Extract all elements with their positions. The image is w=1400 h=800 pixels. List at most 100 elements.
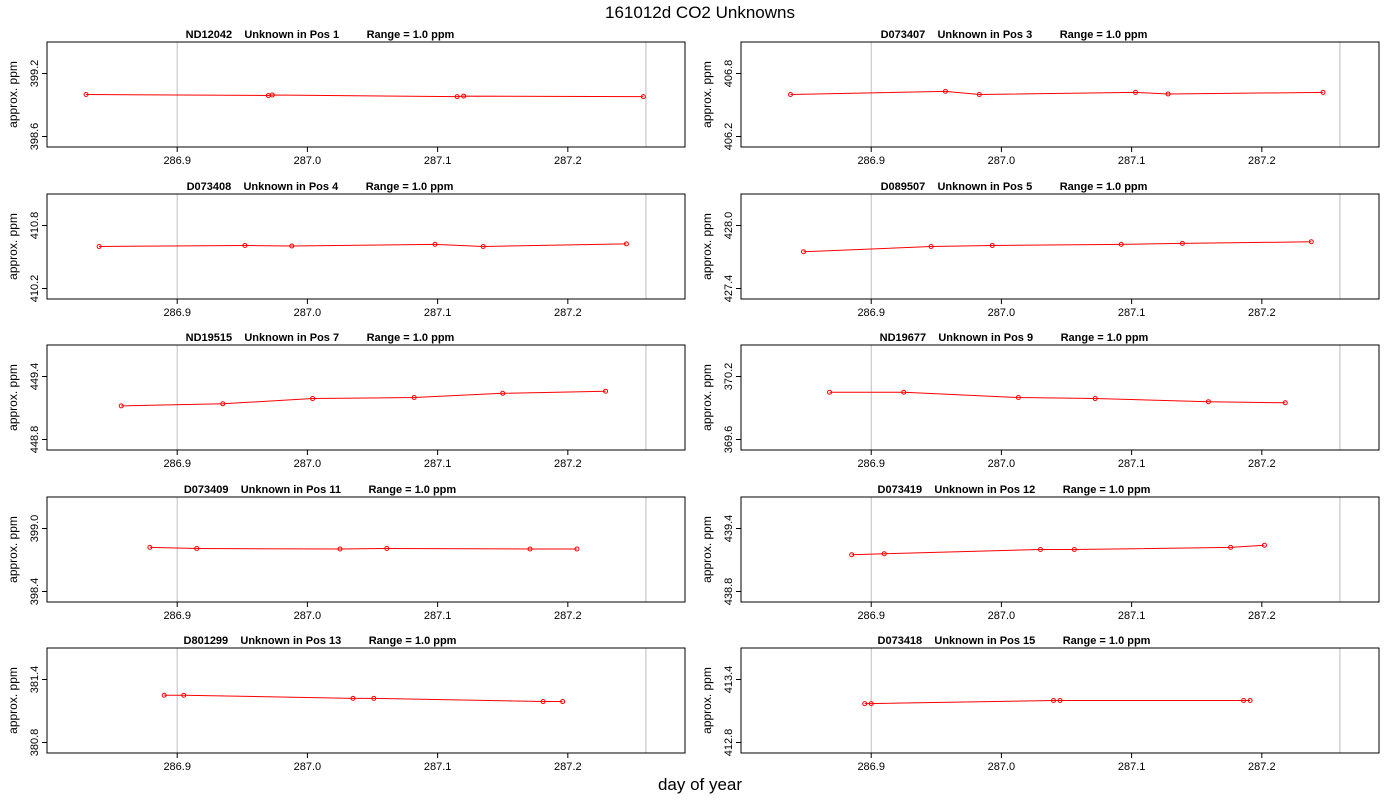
x-tick-label: 287.2 bbox=[554, 458, 582, 470]
data-point bbox=[868, 701, 874, 707]
x-tick-label: 287.1 bbox=[424, 307, 452, 319]
data-point bbox=[1015, 395, 1021, 400]
chart-panel-3: D073408 Unknown in Pos 4 Range = 1.0 ppm… bbox=[6, 181, 686, 319]
x-tick-label: 287.2 bbox=[554, 155, 582, 167]
panel-title: ND19677 Unknown in Pos 9 Range = 1.0 ppm bbox=[880, 332, 1149, 344]
y-axis-label: approx. ppm bbox=[6, 667, 20, 734]
plot-frame bbox=[46, 496, 686, 603]
x-tick-label: 286.9 bbox=[857, 307, 885, 319]
data-point bbox=[1261, 542, 1267, 548]
data-point bbox=[881, 551, 887, 557]
y-tick-label: 449.4 bbox=[29, 363, 41, 391]
x-tick-label: 287.1 bbox=[1118, 307, 1146, 319]
chart-panel-9: D801299 Unknown in Pos 13 Range = 1.0 pp… bbox=[6, 635, 686, 773]
y-tick-label: 399.2 bbox=[29, 60, 41, 88]
series-line bbox=[851, 544, 1265, 556]
data-point bbox=[337, 546, 343, 552]
x-tick-label: 287.0 bbox=[988, 761, 1016, 773]
data-point bbox=[989, 242, 995, 248]
chart-panel-8: D073419 Unknown in Pos 12 Range = 1.0 pp… bbox=[700, 484, 1380, 622]
data-point bbox=[942, 88, 948, 94]
y-tick-label: 428.0 bbox=[723, 212, 735, 240]
x-tick-label: 287.2 bbox=[1248, 761, 1276, 773]
y-axis-label: approx. ppm bbox=[700, 61, 714, 128]
chart-panel-5: ND19515 Unknown in Pos 7 Range = 1.0 ppm… bbox=[6, 332, 686, 470]
x-tick-label: 287.1 bbox=[1118, 761, 1146, 773]
data-point bbox=[1133, 89, 1139, 95]
panel-title: D073418 Unknown in Pos 15 Range = 1.0 pp… bbox=[878, 635, 1151, 647]
plot-frame bbox=[46, 344, 686, 451]
x-tick-label: 287.1 bbox=[424, 155, 452, 167]
data-point bbox=[1118, 241, 1124, 247]
panel-title: D073419 Unknown in Pos 12 Range = 1.0 pp… bbox=[878, 484, 1151, 496]
x-tick-label: 286.9 bbox=[857, 155, 885, 167]
y-axis-label: approx. ppm bbox=[6, 213, 20, 280]
data-point bbox=[269, 92, 275, 98]
plot-frame bbox=[740, 344, 1380, 451]
x-tick-label: 287.0 bbox=[988, 307, 1016, 319]
y-tick-label: 406.8 bbox=[723, 60, 735, 88]
y-tick-label: 380.8 bbox=[29, 729, 41, 757]
plot-frame bbox=[740, 193, 1380, 300]
data-point bbox=[1165, 91, 1171, 97]
data-point bbox=[928, 244, 934, 249]
panel-title: ND12042 Unknown in Pos 1 Range = 1.0 ppm bbox=[186, 29, 455, 41]
panel-title: D073407 Unknown in Pos 3 Range = 1.0 ppm bbox=[881, 29, 1148, 41]
plot-frame bbox=[46, 647, 686, 754]
data-point bbox=[310, 396, 316, 402]
data-point bbox=[1320, 89, 1326, 95]
x-tick-label: 287.1 bbox=[424, 761, 452, 773]
series-line bbox=[99, 243, 627, 248]
panel-title: D073408 Unknown in Pos 4 Range = 1.0 ppm bbox=[187, 181, 454, 193]
data-point bbox=[1247, 698, 1253, 703]
y-tick-label: 399.0 bbox=[29, 515, 41, 543]
y-tick-label: 398.6 bbox=[29, 123, 41, 151]
series-line bbox=[803, 241, 1312, 253]
y-tick-label: 427.4 bbox=[723, 275, 735, 303]
chart-panel-10: D073418 Unknown in Pos 15 Range = 1.0 pp… bbox=[700, 635, 1380, 773]
data-point bbox=[1037, 547, 1043, 552]
data-point bbox=[976, 92, 982, 97]
y-tick-label: 406.2 bbox=[723, 123, 735, 151]
data-point bbox=[83, 92, 89, 97]
x-tick-label: 286.9 bbox=[163, 610, 191, 622]
y-axis-label: approx. ppm bbox=[700, 516, 714, 583]
x-tick-label: 287.0 bbox=[294, 458, 322, 470]
data-point bbox=[1092, 396, 1098, 402]
x-tick-label: 287.2 bbox=[554, 610, 582, 622]
data-point bbox=[181, 692, 187, 698]
x-tick-label: 287.0 bbox=[294, 610, 322, 622]
y-tick-label: 381.4 bbox=[29, 666, 41, 694]
x-tick-label: 287.0 bbox=[988, 610, 1016, 622]
y-tick-label: 369.6 bbox=[723, 426, 735, 454]
x-tick-label: 287.1 bbox=[1118, 155, 1146, 167]
data-point bbox=[454, 94, 460, 100]
x-tick-label: 286.9 bbox=[857, 610, 885, 622]
panel-title: ND19515 Unknown in Pos 7 Range = 1.0 ppm bbox=[186, 332, 455, 344]
y-axis-label: approx. ppm bbox=[6, 364, 20, 431]
data-point bbox=[603, 388, 609, 394]
data-point bbox=[371, 695, 377, 701]
data-point bbox=[1071, 547, 1077, 552]
data-point bbox=[161, 692, 167, 698]
x-tick-label: 286.9 bbox=[163, 307, 191, 319]
x-tick-label: 286.9 bbox=[857, 761, 885, 773]
data-point bbox=[194, 545, 200, 551]
x-tick-label: 287.2 bbox=[1248, 458, 1276, 470]
plot-frame bbox=[740, 496, 1380, 603]
data-point bbox=[1241, 698, 1247, 703]
x-tick-label: 286.9 bbox=[163, 761, 191, 773]
x-tick-label: 287.2 bbox=[1248, 307, 1276, 319]
series-line bbox=[86, 94, 644, 98]
chart-panel-1: ND12042 Unknown in Pos 1 Range = 1.0 ppm… bbox=[6, 29, 686, 167]
series-line bbox=[864, 700, 1251, 705]
data-point bbox=[800, 249, 806, 255]
data-point bbox=[1179, 240, 1185, 246]
data-point bbox=[242, 242, 248, 248]
x-tick-label: 287.2 bbox=[1248, 155, 1276, 167]
chart-panel-4: D089507 Unknown in Pos 5 Range = 1.0 ppm… bbox=[700, 181, 1380, 319]
y-tick-label: 413.4 bbox=[723, 666, 735, 694]
data-point bbox=[432, 241, 438, 247]
data-point bbox=[480, 244, 486, 249]
